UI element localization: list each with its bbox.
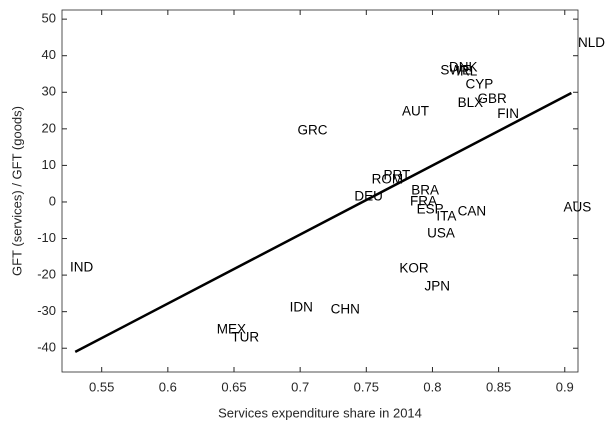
point-label: GRC (298, 123, 328, 138)
y-tick-label: -20 (37, 267, 56, 282)
fit-line (74, 91, 572, 353)
x-tick-label: 0.85 (486, 379, 511, 394)
point-label: ESP (417, 202, 444, 217)
point-label: BLX (458, 95, 484, 110)
x-tick-label: 0.6 (159, 379, 177, 394)
y-tick-label: -30 (37, 303, 56, 318)
x-tick-label: 0.75 (354, 379, 379, 394)
point-label: GBR (477, 91, 507, 106)
point-label: PRT (384, 168, 411, 183)
point-label: JPN (425, 278, 451, 293)
point-label: NLD (578, 35, 605, 50)
y-tick-label: 40 (42, 47, 56, 62)
point-label: BRA (411, 183, 439, 198)
x-tick-label: 0.9 (556, 379, 574, 394)
point-label: DNK (449, 60, 478, 75)
point-label: AUS (563, 199, 591, 214)
y-tick-label: -40 (37, 340, 56, 355)
plot-area (61, 9, 579, 373)
y-tick-label: 10 (42, 157, 56, 172)
point-label: MEX (217, 322, 246, 337)
y-tick-label: 0 (49, 193, 56, 208)
y-tick-label: 50 (42, 11, 56, 26)
point-label: SWE (440, 63, 471, 78)
y-tick-label: 30 (42, 84, 56, 99)
x-axis-label: Services expenditure share in 2014 (218, 405, 422, 420)
point-label: DEU (354, 188, 383, 203)
point-label: IRL (456, 64, 478, 79)
y-tick-label: -10 (37, 230, 56, 245)
point-label: CYP (466, 77, 494, 92)
point-label: ROM (372, 172, 404, 187)
point-label: KOR (399, 260, 429, 275)
x-tick-label: 0.65 (221, 379, 246, 394)
point-label: CHN (331, 301, 360, 316)
point-label: ITA (436, 209, 456, 224)
point-label: IND (70, 259, 94, 274)
point-label: AUT (402, 104, 429, 119)
point-label: IDN (290, 300, 313, 315)
x-tick-label: 0.7 (291, 379, 309, 394)
point-label: CAN (458, 203, 487, 218)
y-axis-label: GFT (services) / GFT (goods) (9, 106, 24, 276)
x-tick-label: 0.55 (89, 379, 114, 394)
point-label: FRA (410, 194, 437, 209)
point-label: FIN (497, 106, 519, 121)
point-label: TUR (231, 330, 259, 345)
x-tick-label: 0.8 (423, 379, 441, 394)
y-tick-label: 20 (42, 120, 56, 135)
point-label: USA (427, 225, 455, 240)
